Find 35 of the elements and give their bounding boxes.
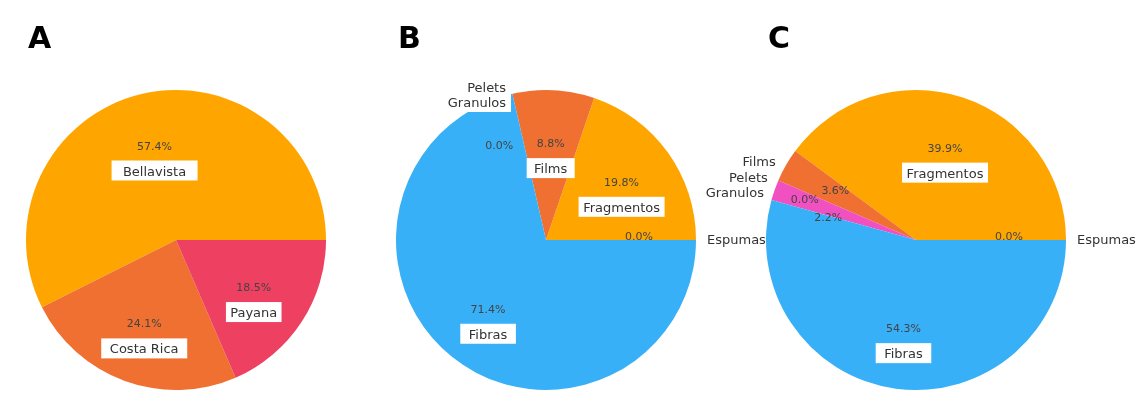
slice-label: Fragmentos	[906, 165, 984, 181]
data-label: 19.8%	[604, 175, 640, 189]
category-label: Pelets	[728, 170, 768, 186]
chart-title: A	[28, 20, 52, 55]
data-label: 71.4%	[470, 302, 506, 316]
slice-label: Fibras	[468, 326, 508, 342]
data-label: 57.4%	[137, 139, 173, 153]
pie-slice	[26, 90, 326, 308]
data-label: 54.3%	[886, 322, 921, 336]
category-label: Granulos	[447, 94, 507, 110]
data-label: 2.2%	[814, 211, 843, 225]
category-label: Espumas	[1077, 232, 1136, 247]
slice-label: Films	[534, 161, 568, 177]
slice-label: Fibras	[884, 346, 923, 362]
slice-label: Fragmentos	[583, 199, 661, 215]
slice-label: Bellavista	[122, 163, 187, 179]
slice-label: Films	[742, 154, 776, 170]
data-label: 24.1%	[126, 317, 162, 331]
category-label: Espumas	[707, 232, 766, 247]
pie-slice	[176, 240, 326, 378]
data-label: 18.5%	[236, 281, 272, 295]
pie-slice	[396, 93, 696, 390]
text: 0.0%	[790, 193, 819, 207]
data-label: 39.9%	[927, 141, 963, 155]
slice-label: Granulos	[705, 185, 765, 201]
slice-label: Costa Rica	[109, 341, 179, 357]
category-label: Pelets	[467, 79, 507, 95]
data-label: 3.6%	[821, 183, 850, 197]
text: 0.0%	[995, 230, 1023, 243]
text: 0.0%	[625, 230, 653, 243]
slice-label: Payana	[230, 305, 278, 321]
data-label: 8.8%	[536, 137, 565, 151]
chart-title: C	[768, 20, 791, 55]
text: 0.0%	[485, 139, 514, 153]
chart-title: B	[398, 20, 421, 55]
